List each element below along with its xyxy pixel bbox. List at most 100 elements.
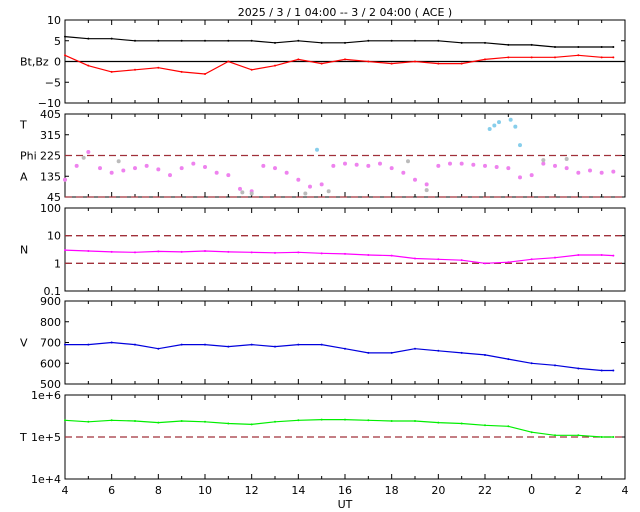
y-axis-label: A xyxy=(20,170,28,183)
x-tick-label: 18 xyxy=(385,484,399,497)
y-tick-label: 45 xyxy=(47,191,61,204)
data-point xyxy=(86,150,91,155)
data-point xyxy=(134,251,136,254)
data-point xyxy=(320,418,323,421)
x-tick-label: 8 xyxy=(155,484,162,497)
data-point xyxy=(612,45,615,48)
data-point xyxy=(577,367,580,370)
data-point xyxy=(204,249,206,252)
data-point xyxy=(320,62,323,65)
data-point xyxy=(157,39,160,42)
data-point xyxy=(484,262,486,265)
data-point xyxy=(344,41,346,44)
data-point xyxy=(564,166,569,171)
y-tick-label: 135 xyxy=(40,170,61,183)
data-point xyxy=(460,41,463,44)
data-point xyxy=(250,251,253,254)
data-point xyxy=(297,39,300,42)
data-point xyxy=(507,261,510,264)
chart-title: 2025 / 3 / 1 04:00 -- 3 / 2 04:00 ( ACE … xyxy=(238,6,452,19)
data-point xyxy=(577,54,580,57)
data-point xyxy=(297,419,300,422)
panel-speed: 900 800 700 600 500 V xyxy=(20,295,626,391)
data-point xyxy=(553,163,557,168)
data-point xyxy=(319,182,324,187)
x-tick-label: 12 xyxy=(245,484,259,497)
data-point xyxy=(144,163,149,168)
series-speed-0 xyxy=(64,341,615,372)
data-point xyxy=(64,343,66,346)
y-tick-label: 0.1 xyxy=(44,285,62,298)
data-point xyxy=(180,70,183,73)
data-point xyxy=(414,420,416,423)
data-point xyxy=(390,254,393,257)
series-angle-2 xyxy=(315,117,522,152)
data-point xyxy=(203,165,207,170)
data-point xyxy=(576,170,581,175)
y-tick-label: 5 xyxy=(54,35,61,48)
series-mag-0 xyxy=(64,35,615,48)
data-point xyxy=(157,250,160,253)
y-tick-label: 1e+4 xyxy=(31,473,61,486)
data-point xyxy=(344,252,346,255)
data-point xyxy=(63,177,67,182)
panel-temperature: 1e+6 1e+5 1e+4 T xyxy=(19,389,626,486)
series-angle-1 xyxy=(81,155,569,196)
y-tick-label: 315 xyxy=(40,129,61,142)
data-point xyxy=(460,62,463,65)
data-point xyxy=(390,351,393,354)
data-point xyxy=(513,124,518,129)
data-point xyxy=(460,259,463,262)
y-tick-label: −10 xyxy=(38,97,61,110)
data-point xyxy=(518,143,522,148)
data-point xyxy=(366,163,371,168)
series-density-0 xyxy=(64,249,615,265)
data-point xyxy=(378,161,382,166)
data-point xyxy=(541,158,546,163)
data-point xyxy=(326,189,331,194)
data-point xyxy=(484,41,486,44)
data-point xyxy=(460,351,463,354)
panel-frame xyxy=(64,207,626,292)
y-tick-label: −5 xyxy=(45,76,61,89)
data-point xyxy=(180,39,183,42)
data-point xyxy=(564,156,569,161)
data-point xyxy=(437,39,440,42)
data-point xyxy=(554,364,556,367)
data-point xyxy=(110,250,113,253)
data-point xyxy=(414,60,416,63)
data-point xyxy=(577,45,580,48)
data-point xyxy=(612,369,615,372)
data-point xyxy=(87,420,90,423)
data-point xyxy=(554,434,556,437)
x-axis-label: UT xyxy=(338,498,353,511)
data-point xyxy=(121,168,126,173)
y-tick-label: 10 xyxy=(47,14,61,27)
data-point xyxy=(344,418,346,421)
data-point xyxy=(308,184,312,189)
data-point xyxy=(227,250,230,253)
y-tick-label: 405 xyxy=(40,108,61,121)
data-point xyxy=(401,170,406,175)
data-point xyxy=(168,173,172,178)
data-point xyxy=(436,163,441,168)
data-point xyxy=(507,56,510,59)
data-point xyxy=(315,147,319,152)
data-point xyxy=(226,173,231,178)
y-tick-label: 500 xyxy=(40,378,61,391)
data-point xyxy=(180,250,183,253)
data-point xyxy=(588,168,592,173)
data-point xyxy=(297,343,300,346)
x-tick-label: 0 xyxy=(528,484,535,497)
data-point xyxy=(600,369,603,372)
data-point xyxy=(484,353,486,356)
data-point xyxy=(64,35,66,38)
x-tick-label: 22 xyxy=(478,484,492,497)
data-point xyxy=(157,421,160,424)
y-axis-label: T xyxy=(19,431,27,444)
data-point xyxy=(437,258,440,261)
data-point xyxy=(487,126,492,131)
series-line xyxy=(64,419,614,438)
data-point xyxy=(81,155,86,160)
